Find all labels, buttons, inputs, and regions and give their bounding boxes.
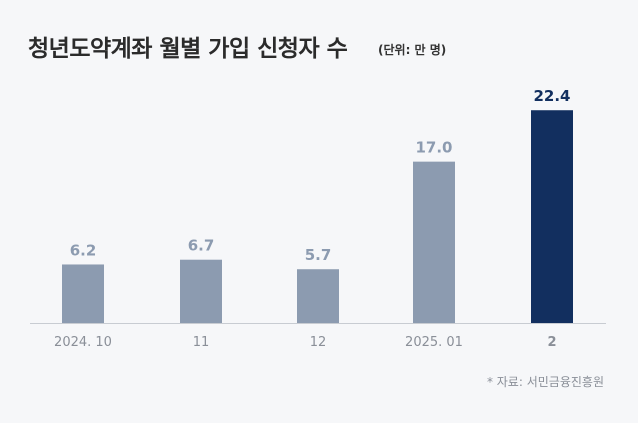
bar-2 [297,269,339,324]
x-tick-label-0: 2024. 10 [54,335,112,350]
data-label-2: 5.7 [305,246,332,264]
source-note: * 자료: 서민금융진흥원 [486,375,604,389]
data-label-4: 22.4 [533,87,570,105]
data-label-1: 6.7 [188,237,215,255]
x-tick-label-3: 2025. 01 [405,335,463,350]
x-tick-label-2: 12 [310,335,327,350]
chart-title: 청년도약계좌 월별 가입 신청자 수 [28,36,348,62]
data-label-0: 6.2 [70,241,97,259]
x-tick-label-1: 11 [193,335,210,350]
bar-1 [180,259,222,324]
x-tick-label-4: 2 [547,335,556,350]
bar-0 [62,264,104,324]
data-labels: 6.2 6.7 5.7 17.0 22.4 [70,87,571,264]
bar-3 [413,161,455,324]
bars-group [62,110,573,324]
unit-note: (단위: 만 명) [378,43,447,57]
data-label-3: 17.0 [415,139,452,157]
x-tick-labels: 2024. 10 11 12 2025. 01 2 [54,335,556,350]
bar-4 [531,110,573,324]
